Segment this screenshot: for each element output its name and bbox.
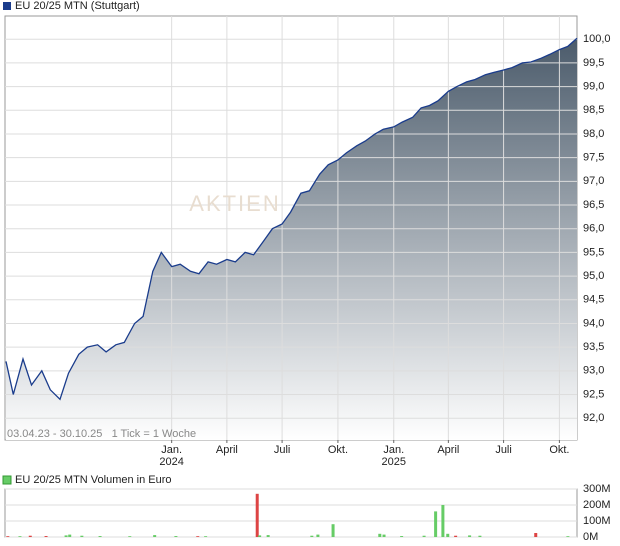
y-tick-label: 98,5 <box>583 104 604 116</box>
volume-bar <box>44 536 48 537</box>
volume-bar <box>422 535 426 537</box>
x-year-label: 2025 <box>382 456 406 468</box>
volume-bar <box>378 533 382 537</box>
volume-bar <box>255 493 259 537</box>
volume-bar <box>441 505 445 537</box>
volume-bar <box>316 534 320 537</box>
y-tick-label: 95,0 <box>583 270 604 282</box>
y-tick-label: 97,5 <box>583 152 604 164</box>
x-tick-label: Jan. <box>383 444 404 456</box>
y-tick-label: 100M <box>583 515 611 527</box>
line <box>5 37 578 401</box>
y-tick-label: 200M <box>583 499 611 511</box>
legend-swatch <box>2 475 12 485</box>
volume-bar <box>18 536 22 537</box>
legend-swatch <box>3 2 11 10</box>
x-tick-label: Juli <box>495 444 512 456</box>
y-tick-label: 96,0 <box>583 223 604 235</box>
x-tick-label: Juli <box>274 444 291 456</box>
volume-bar <box>174 536 178 537</box>
x-year-label: 2024 <box>159 456 183 468</box>
volume-bar <box>98 536 102 537</box>
y-tick-label: 95,5 <box>583 246 604 258</box>
volume-bar <box>446 533 450 537</box>
x-tick-label: April <box>216 444 238 456</box>
x-tick-label: Jan. <box>161 444 182 456</box>
caption: 03.04.23 - 30.10.25 1 Tick = 1 Woche <box>7 428 196 440</box>
volume-bar <box>153 535 157 537</box>
y-tick-label: 93,5 <box>583 341 604 353</box>
volume-bar <box>204 536 208 537</box>
volume-bar <box>400 536 404 537</box>
volume-bar <box>566 536 570 537</box>
volume-bar <box>80 535 84 537</box>
volume-bar <box>434 511 438 537</box>
volume-bar <box>196 536 200 537</box>
y-tick-label: 92,0 <box>583 412 604 424</box>
y-tick-label: 99,5 <box>583 57 604 69</box>
legend-label: EU 20/25 MTN (Stuttgart) <box>15 0 140 12</box>
legend-label: EU 20/25 MTN Volumen in Euro <box>15 474 172 486</box>
volume-bar <box>534 533 538 537</box>
volume-bar <box>382 534 386 537</box>
area <box>6 38 577 441</box>
volume-bar <box>331 524 335 537</box>
volume-bar <box>68 534 72 537</box>
y-tick-label: 96,5 <box>583 199 604 211</box>
volume-bar <box>468 535 472 537</box>
y-tick-label: 0M <box>583 531 598 543</box>
volume-bar <box>478 535 482 537</box>
plot-area <box>4 488 578 538</box>
volume-bar <box>6 536 10 537</box>
y-tick-label: 97,0 <box>583 175 604 187</box>
volume-bar <box>310 535 314 537</box>
volume-bar <box>128 536 132 537</box>
volume-bar <box>454 535 458 537</box>
y-tick-label: 100,0 <box>583 33 611 45</box>
volume-bar <box>64 535 68 537</box>
y-tick-label: 99,0 <box>583 80 604 92</box>
root: 92,0 92,5 93,0 93,5 94,0 94,5 95,0 95,5 96,0 96,5… <box>2 0 611 543</box>
volume-bar <box>28 535 32 537</box>
volume-bar <box>266 535 270 537</box>
y-tick-label: 300M <box>583 483 611 495</box>
y-tick-label: 94,0 <box>583 317 604 329</box>
x-tick-label: April <box>437 444 459 456</box>
watermark: AKTIEN <box>189 191 280 216</box>
y-tick-label: 94,5 <box>583 294 604 306</box>
volume-bar <box>258 535 262 537</box>
x-tick-label: Okt. <box>549 444 569 456</box>
x-tick-label: Okt. <box>328 444 348 456</box>
y-tick-label: 92,5 <box>583 388 604 400</box>
y-tick-label: 98,0 <box>583 128 604 140</box>
y-tick-label: 93,0 <box>583 365 604 377</box>
